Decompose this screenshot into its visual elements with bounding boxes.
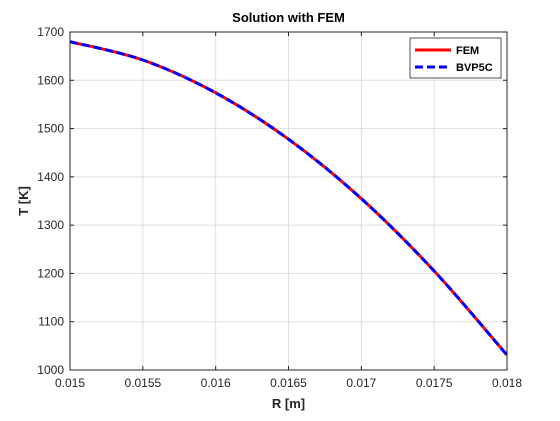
y-tick-label: 1500	[37, 122, 64, 136]
y-tick-label: 1100	[38, 315, 64, 329]
y-tick-label: 1300	[37, 218, 64, 232]
legend: FEM BVP5C	[410, 38, 501, 78]
y-tick-label: 1700	[37, 25, 64, 39]
x-tick-label: 0.017	[346, 376, 376, 390]
chart-title: Solution with FEM	[232, 10, 345, 25]
x-tick-label: 0.018	[492, 376, 522, 390]
x-tick-label: 0.0165	[270, 376, 307, 390]
x-tick-label: 0.016	[201, 376, 231, 390]
x-tick-label: 0.0155	[124, 376, 161, 390]
x-axis-label: R [m]	[272, 396, 305, 411]
x-tick-label: 0.015	[55, 376, 85, 390]
y-tick-label: 1400	[37, 170, 64, 184]
y-tick-label: 1000	[37, 363, 64, 377]
legend-label-bvp5c: BVP5C	[456, 62, 493, 74]
y-tick-label: 1600	[37, 73, 64, 87]
y-axis-label: T [K]	[16, 186, 31, 216]
legend-label-fem: FEM	[456, 45, 479, 57]
x-tick-label: 0.0175	[416, 376, 453, 390]
x-tick-labels: 0.015 0.0155 0.016 0.0165 0.017 0.0175 0.018	[55, 376, 522, 390]
y-tick-label: 1200	[37, 266, 64, 280]
